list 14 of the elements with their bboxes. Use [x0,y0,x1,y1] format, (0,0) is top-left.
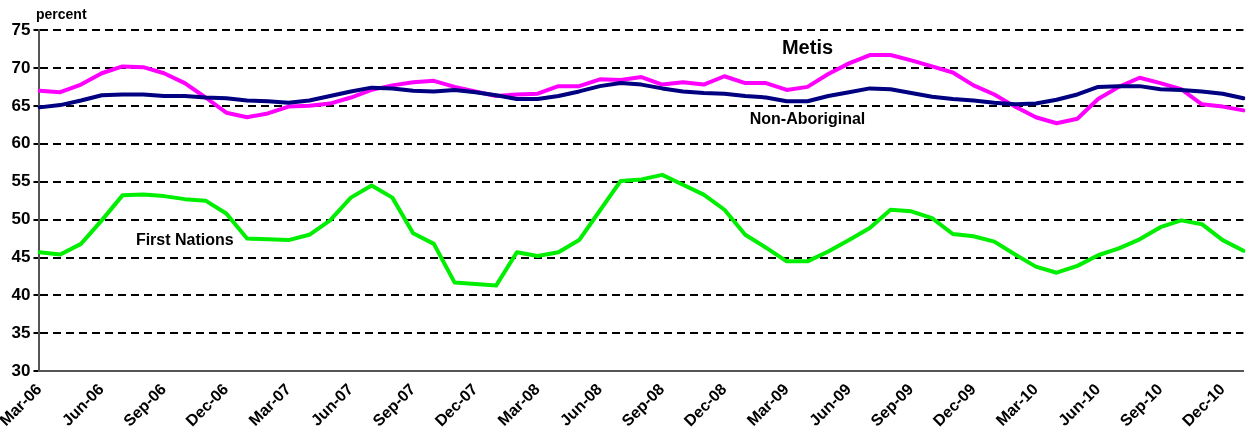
y-tick-label: 55 [11,171,31,191]
y-tick-label: 35 [11,323,31,343]
series-label: First Nations [135,230,234,248]
series-label: Metis [781,36,834,59]
series-label: Non-Aboriginal [749,109,866,127]
y-tick-label: 30 [11,361,31,380]
y-tick-label: 50 [11,209,31,229]
y-tick-label: 45 [11,247,31,267]
y-tick-label: 75 [11,19,31,39]
y-tick-label: 70 [11,57,31,77]
y-tick-label: 60 [11,133,31,153]
y-tick-label: 40 [11,285,31,305]
y-axis-title: percent [36,6,87,22]
y-tick-label: 65 [11,95,31,115]
